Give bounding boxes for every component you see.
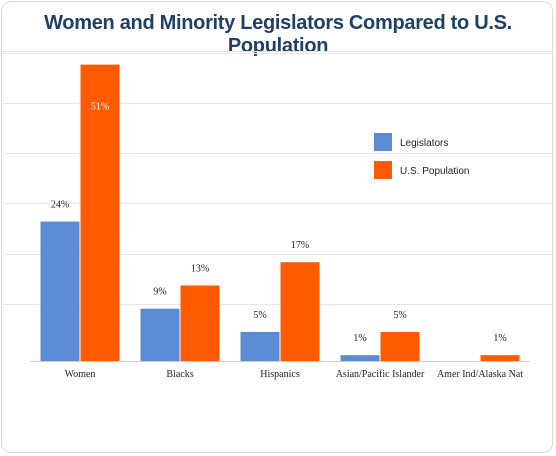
bars [40, 64, 520, 361]
bar-legislators [140, 308, 180, 361]
data-label: 24% [51, 200, 69, 211]
bar-legislators [40, 221, 80, 361]
legend-label: Legislators [400, 138, 448, 149]
legend-swatch [374, 161, 392, 179]
legend: Legislators U.S. Population [374, 133, 470, 179]
labels: 24% 51% Women 9% 13% Blacks 5% 17% Hispanics 1% 5%… [51, 102, 523, 380]
data-label: 51% [91, 102, 109, 113]
bar-legislators [340, 355, 380, 361]
data-label: 13% [191, 263, 209, 274]
bar-u-s-population [480, 355, 520, 361]
bar-u-s-population [380, 331, 420, 361]
data-label: 1% [353, 333, 366, 344]
bar-u-s-population [280, 262, 320, 361]
x-tick-label: Blacks [166, 369, 193, 380]
legend-swatch [374, 133, 392, 151]
data-label: 5% [253, 310, 266, 321]
data-label: 9% [153, 287, 166, 298]
data-label: 5% [393, 310, 406, 321]
legend-label: U.S. Population [400, 166, 470, 177]
data-label: 1% [493, 333, 506, 344]
data-label: 17% [291, 240, 309, 251]
bar-u-s-population [80, 64, 120, 361]
bar-u-s-population [180, 285, 220, 361]
bar-legislators [240, 331, 280, 361]
x-tick-label: Women [65, 369, 96, 380]
x-tick-label: Amer Ind/Alaska Nat [437, 369, 523, 380]
x-tick-label: Asian/Pacific Islander [336, 369, 425, 380]
title-divider [3, 51, 553, 52]
x-tick-label: Hispanics [260, 369, 300, 380]
